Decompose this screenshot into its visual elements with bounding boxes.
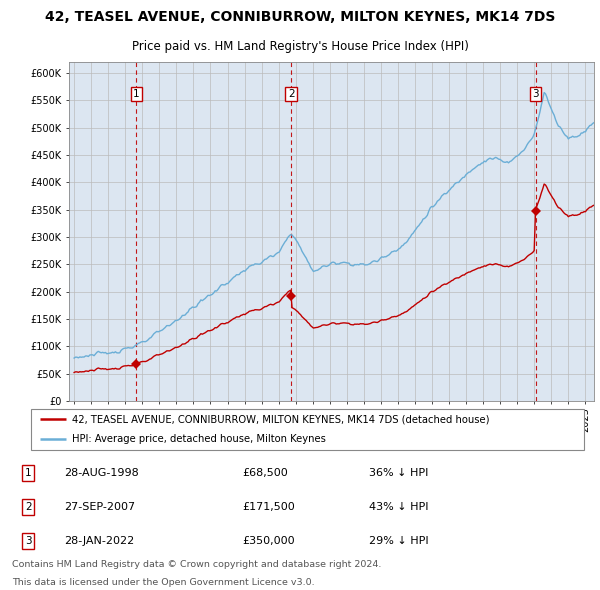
Text: 27-SEP-2007: 27-SEP-2007 [64,502,135,512]
Text: 28-AUG-1998: 28-AUG-1998 [64,468,139,478]
Text: 43% ↓ HPI: 43% ↓ HPI [369,502,428,512]
Text: 2: 2 [288,89,295,99]
Text: HPI: Average price, detached house, Milton Keynes: HPI: Average price, detached house, Milt… [71,434,325,444]
Text: Contains HM Land Registry data © Crown copyright and database right 2024.: Contains HM Land Registry data © Crown c… [12,560,382,569]
Text: £171,500: £171,500 [242,502,295,512]
Text: 2: 2 [25,502,31,512]
FancyBboxPatch shape [31,409,584,450]
Text: 1: 1 [25,468,31,478]
Text: 29% ↓ HPI: 29% ↓ HPI [369,536,429,546]
Text: 42, TEASEL AVENUE, CONNIBURROW, MILTON KEYNES, MK14 7DS: 42, TEASEL AVENUE, CONNIBURROW, MILTON K… [45,10,555,24]
Text: Price paid vs. HM Land Registry's House Price Index (HPI): Price paid vs. HM Land Registry's House … [131,40,469,53]
Text: 42, TEASEL AVENUE, CONNIBURROW, MILTON KEYNES, MK14 7DS (detached house): 42, TEASEL AVENUE, CONNIBURROW, MILTON K… [71,414,489,424]
Text: This data is licensed under the Open Government Licence v3.0.: This data is licensed under the Open Gov… [12,578,314,588]
Text: 3: 3 [532,89,539,99]
Text: 1: 1 [133,89,140,99]
Text: 3: 3 [25,536,31,546]
Text: 28-JAN-2022: 28-JAN-2022 [64,536,134,546]
Text: £68,500: £68,500 [242,468,288,478]
Text: £350,000: £350,000 [242,536,295,546]
Text: 36% ↓ HPI: 36% ↓ HPI [369,468,428,478]
